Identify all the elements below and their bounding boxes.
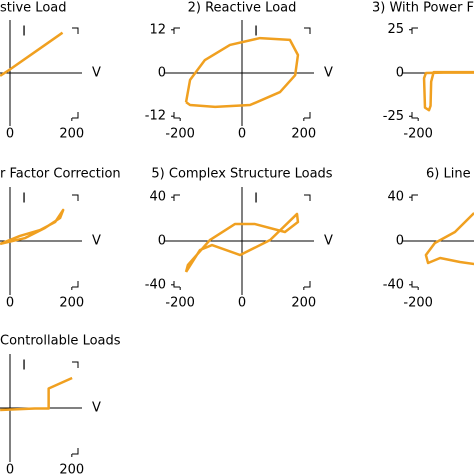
x-tick-label: 200 — [59, 296, 84, 311]
y-tick-label: 40 — [387, 190, 404, 205]
x-tick-label: -200 — [165, 296, 195, 311]
panel-title: 2) Reactive Load — [188, 1, 297, 16]
panel-title: stive Load — [0, 1, 67, 16]
panel-title: 5) Complex Structure Loads — [151, 167, 332, 182]
panel-title: 6) Line — [426, 167, 471, 182]
x-tick-label: 0 — [238, 127, 246, 142]
frame-corners — [173, 27, 311, 119]
y-tick-label: 0 — [158, 234, 166, 249]
curve — [184, 36, 300, 109]
x-tick-label: -200 — [403, 127, 433, 142]
panel-title: Controllable Loads — [0, 334, 121, 349]
panel-title: r Factor Correction — [0, 167, 121, 182]
frame-corners — [72, 194, 79, 288]
y-tick-label: 0 — [396, 234, 404, 249]
y-tick-label: 25 — [387, 22, 404, 37]
panel-title: 3) With Power F — [372, 1, 474, 16]
y-tick-label: -40 — [145, 277, 166, 292]
x-axis-label: V — [92, 66, 101, 81]
x-tick-label: 0 — [6, 127, 14, 142]
x-axis-label: V — [324, 66, 333, 81]
x-tick-label: 200 — [59, 127, 84, 142]
curve — [0, 208, 65, 246]
y-tick-label: 40 — [149, 190, 166, 205]
x-tick-label: 0 — [238, 296, 246, 311]
x-axis-label: V — [92, 401, 101, 416]
x-tick-label: 200 — [291, 127, 316, 142]
y-tick-label: -40 — [383, 277, 404, 292]
y-tick-label: 12 — [149, 22, 166, 37]
y-axis-label: I — [22, 25, 26, 40]
y-tick-label: 0 — [158, 66, 166, 81]
curve — [422, 70, 474, 112]
y-tick-label: 0 — [396, 66, 404, 81]
y-axis-label: I — [22, 359, 26, 374]
x-tick-label: 200 — [59, 463, 84, 474]
x-tick-label: 0 — [6, 296, 14, 311]
x-tick-label: 0 — [6, 463, 14, 474]
x-tick-label: 200 — [291, 296, 316, 311]
frame-corners — [173, 194, 311, 288]
frame-corners — [72, 361, 79, 455]
curve — [184, 212, 300, 273]
x-tick-label: -200 — [165, 127, 195, 142]
curve — [0, 376, 73, 412]
y-tick-label: -25 — [383, 109, 404, 124]
frame-corners — [411, 27, 418, 119]
curve — [0, 31, 64, 77]
curve — [424, 212, 474, 266]
y-axis-label: I — [22, 192, 26, 207]
frame-corners — [411, 194, 418, 288]
y-tick-label: -12 — [145, 109, 166, 124]
x-axis-label: V — [92, 234, 101, 249]
frame-corners — [72, 27, 79, 119]
x-tick-label: -200 — [403, 296, 433, 311]
y-axis-label: I — [254, 25, 258, 40]
y-axis-label: I — [254, 192, 258, 207]
x-axis-label: V — [324, 234, 333, 249]
